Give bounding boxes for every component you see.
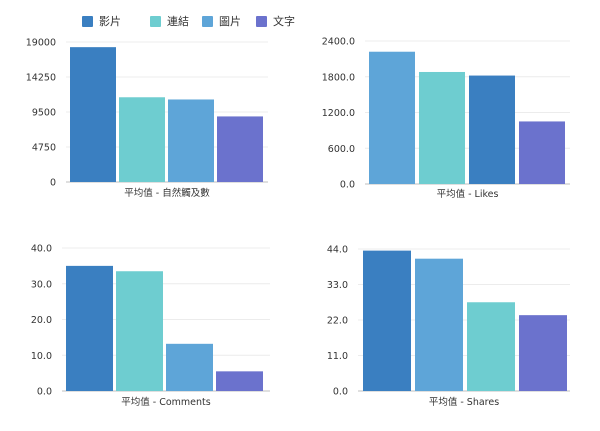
y-tick-label: 9500 — [32, 108, 56, 119]
bar — [419, 71, 465, 184]
x-category-label: 平均值 - 自然觸及數 — [124, 187, 210, 199]
y-tick-label: 14250 — [26, 73, 56, 84]
legend-label: 文字 — [273, 15, 295, 28]
bar — [216, 371, 263, 391]
bar — [519, 121, 565, 184]
bar — [363, 250, 411, 391]
legend-swatch — [150, 15, 161, 27]
chart-legend: 影片 連結 圖片 文字 — [0, 10, 600, 32]
legend-swatch — [256, 15, 267, 27]
bar — [66, 265, 113, 391]
legend-swatch — [82, 15, 93, 27]
x-category-label: 平均值 - Likes — [437, 188, 499, 200]
y-tick-label: 0.0 — [333, 387, 348, 398]
bar — [469, 75, 515, 184]
y-tick-label: 1200.0 — [322, 108, 355, 119]
bar — [119, 97, 165, 182]
y-tick-label: 1800.0 — [322, 72, 355, 83]
x-category-label: 平均值 - Comments — [121, 396, 211, 408]
y-tick-label: 0 — [50, 178, 56, 189]
bar — [70, 47, 116, 182]
y-tick-label: 20.0 — [31, 315, 52, 326]
y-tick-label: 600.0 — [328, 144, 355, 155]
legend-item[interactable]: 影片 — [82, 10, 121, 32]
legend-swatch — [202, 15, 213, 27]
bar — [116, 271, 163, 391]
legend-item[interactable]: 圖片 — [202, 10, 241, 32]
y-tick-label: 33.0 — [327, 280, 348, 291]
bar — [168, 99, 214, 182]
y-tick-label: 4750 — [32, 143, 56, 154]
y-tick-label: 44.0 — [327, 245, 348, 256]
bar — [217, 116, 263, 182]
bar — [166, 343, 213, 391]
y-tick-label: 11.0 — [327, 351, 348, 362]
legend-item[interactable]: 連結 — [150, 10, 189, 32]
x-category-label: 平均值 - Shares — [429, 396, 499, 408]
legend-item[interactable]: 文字 — [256, 10, 295, 32]
y-tick-label: 0.0 — [37, 387, 52, 398]
legend-label: 影片 — [99, 15, 121, 28]
legend-label: 圖片 — [219, 15, 241, 28]
y-tick-label: 10.0 — [31, 351, 52, 362]
y-tick-label: 40.0 — [31, 244, 52, 255]
bar — [415, 258, 463, 391]
y-tick-label: 19000 — [26, 38, 56, 49]
y-tick-label: 2400.0 — [322, 37, 355, 48]
bar — [519, 315, 567, 391]
bar — [369, 51, 415, 184]
bar — [467, 302, 515, 391]
y-tick-label: 22.0 — [327, 316, 348, 327]
y-tick-label: 0.0 — [340, 180, 355, 191]
y-tick-label: 30.0 — [31, 279, 52, 290]
legend-label: 連結 — [167, 15, 189, 28]
